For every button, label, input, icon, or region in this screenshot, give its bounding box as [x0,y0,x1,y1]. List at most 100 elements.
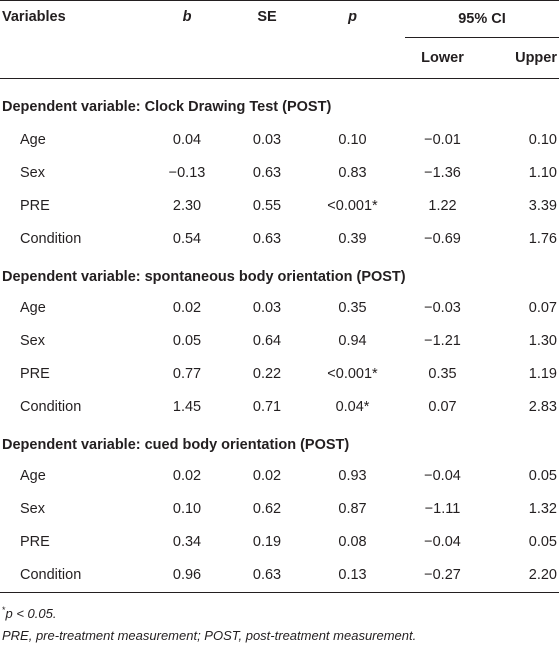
cell-upper: 2.20 [480,558,559,593]
cell-se: 0.02 [252,467,282,484]
cell-b: 0.34 [172,533,202,550]
cell-lower: −1.36 [424,164,461,181]
cell-upper: 1.32 [528,500,557,517]
table-row: Sex 0.05 0.64 0.94 −1.21 1.30 [0,324,559,357]
cell-upper: 0.07 [528,299,557,316]
table-row: Condition 0.54 0.63 0.39 −0.69 1.76 [0,222,559,255]
cell-se: 0.64 [252,332,282,349]
cell-b: −0.13 [168,164,206,181]
cell-upper: 1.19 [528,365,557,382]
cell-upper: 0.05 [528,533,557,550]
cell-lower: −0.04 [424,533,461,550]
cell-upper: 1.10 [528,164,557,181]
cell-se: 0.19 [252,533,282,550]
header-p: p [300,0,405,79]
cell-b: 0.04 [172,131,202,148]
cell-lower: −0.04 [424,467,461,484]
cell-lower: −0.69 [424,230,461,247]
cell-upper: 3.39 [528,197,557,214]
cell-se: 0.22 [252,365,282,382]
cell-p: 0.04* [335,398,370,415]
table-row: Sex −0.13 0.63 0.83 −1.36 1.10 [0,156,559,189]
row-label: Sex [20,332,45,349]
cell-se: 0.63 [234,558,300,593]
cell-upper: 0.05 [528,467,557,484]
cell-se: 0.55 [252,197,282,214]
cell-p: <0.001* [327,365,378,382]
row-label: Condition [20,230,82,247]
row-label: Condition [20,398,82,415]
table-row: Age 0.04 0.03 0.10 −0.01 0.10 [0,123,559,156]
cell-p: 0.13 [300,558,405,593]
cell-b: 1.45 [172,398,202,415]
header-row: Variables b SE p 95% CI [0,0,559,79]
significance-text: p < 0.05. [5,606,57,621]
cell-se: 0.63 [252,230,282,247]
header-variables: Variables [0,0,140,79]
table-row: Condition 1.45 0.71 0.04* 0.07 2.83 [0,390,559,423]
cell-lower: 0.35 [428,365,457,382]
section-title: Dependent variable: cued body orientatio… [2,437,350,453]
cell-b: 0.77 [172,365,202,382]
cell-p: 0.93 [338,467,367,484]
abbreviation-note: PRE, pre-treatment measurement; POST, po… [2,628,417,643]
table-body: Dependent variable: Clock Drawing Test (… [0,79,559,593]
cell-b: 0.02 [172,299,202,316]
cell-p: 0.87 [338,500,367,517]
section-header-row: Dependent variable: Clock Drawing Test (… [0,79,559,124]
cell-p: 0.94 [338,332,367,349]
row-label: PRE [20,533,50,550]
cell-p: 0.10 [338,131,367,148]
row-label: Sex [20,500,45,517]
section-header-row: Dependent variable: cued body orientatio… [0,423,559,459]
table-notes: *p < 0.05. PRE, pre-treatment measuremen… [0,599,559,647]
cell-p: <0.001* [327,197,378,214]
cell-b: 0.96 [140,558,234,593]
cell-lower: −0.01 [424,131,461,148]
significance-note: *p < 0.05. [2,599,559,625]
header-b: b [140,0,234,79]
row-label: Age [20,299,46,316]
row-label: PRE [20,365,50,382]
row-label: Condition [0,558,140,593]
table-row: PRE 0.77 0.22 <0.001* 0.35 1.19 [0,357,559,390]
cell-upper: 0.10 [528,131,557,148]
cell-upper: 1.76 [528,230,557,247]
cell-upper: 2.83 [528,398,557,415]
regression-table: Variables b SE p 95% CI Lower Upper Depe… [0,0,559,593]
cell-b: 0.02 [172,467,202,484]
header-subrow: Lower Upper [0,37,559,79]
cell-b: 2.30 [172,197,202,214]
row-label: Age [20,131,46,148]
header-se: SE [234,0,300,79]
cell-upper: 1.30 [528,332,557,349]
cell-b: 0.05 [172,332,202,349]
cell-lower: 0.07 [428,398,457,415]
table-row: Age 0.02 0.03 0.35 −0.03 0.07 [0,291,559,324]
row-label: PRE [20,197,50,214]
cell-lower: −0.03 [424,299,461,316]
cell-lower: −1.21 [424,332,461,349]
cell-se: 0.71 [252,398,282,415]
cell-se: 0.03 [252,299,282,316]
table-row: Sex 0.10 0.62 0.87 −1.11 1.32 [0,492,559,525]
row-label: Age [20,467,46,484]
table-row: PRE 2.30 0.55 <0.001* 1.22 3.39 [0,189,559,222]
cell-lower: 1.22 [428,197,457,214]
cell-p: 0.39 [338,230,367,247]
table-row: Condition 0.96 0.63 0.13 −0.27 2.20 [0,558,559,593]
cell-p: 0.08 [338,533,367,550]
cell-se: 0.03 [252,131,282,148]
section-title: Dependent variable: spontaneous body ori… [2,269,406,285]
section-header-row: Dependent variable: spontaneous body ori… [0,255,559,291]
cell-lower: −1.11 [424,500,461,517]
header-ci: 95% CI [405,0,559,38]
cell-p: 0.35 [338,299,367,316]
cell-se: 0.63 [252,164,282,181]
cell-b: 0.10 [172,500,202,517]
table-row: Age 0.02 0.02 0.93 −0.04 0.05 [0,459,559,492]
section-title: Dependent variable: Clock Drawing Test (… [2,99,332,115]
cell-se: 0.62 [252,500,282,517]
cell-p: 0.83 [338,164,367,181]
